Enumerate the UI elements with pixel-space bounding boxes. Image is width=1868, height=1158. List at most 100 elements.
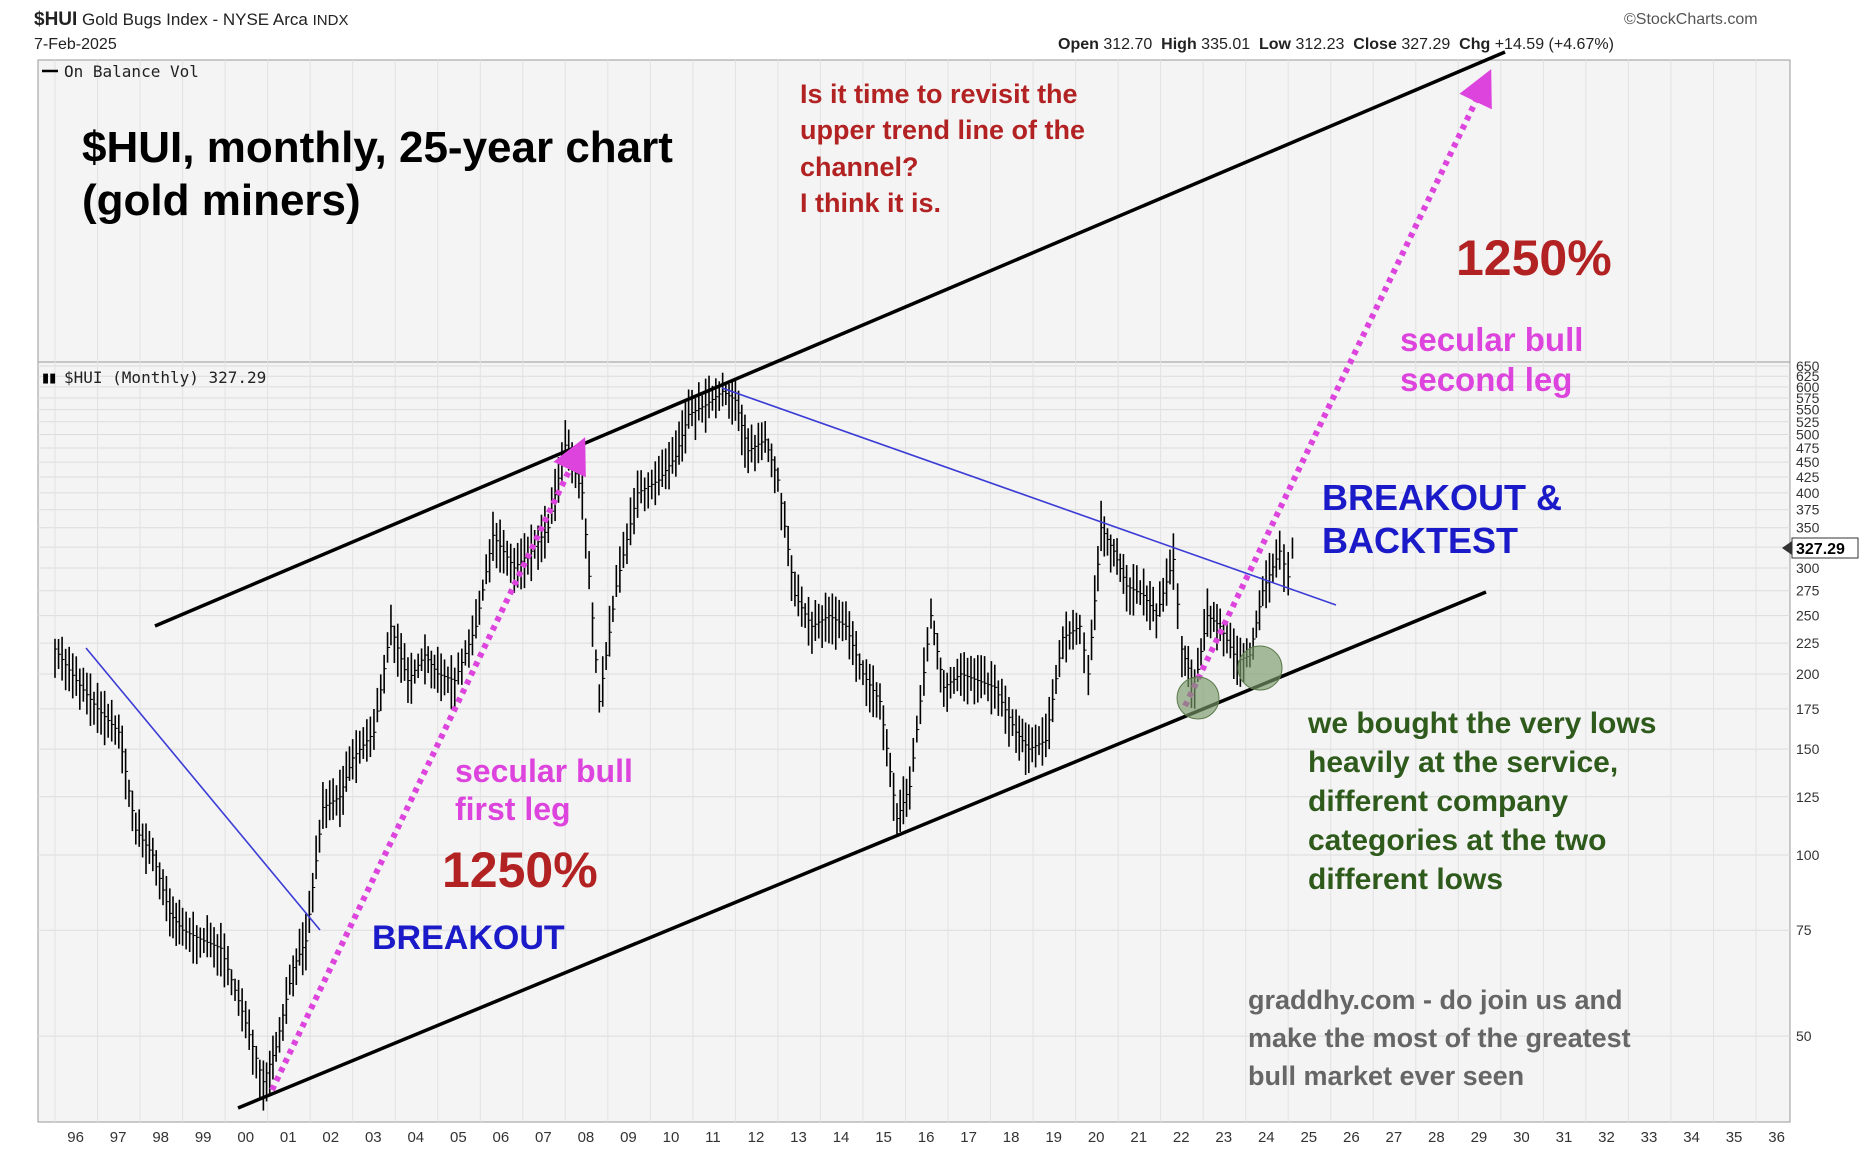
open-label: Open — [1058, 36, 1099, 53]
x-tick-label: 97 — [110, 1129, 127, 1146]
x-tick-label: 05 — [450, 1129, 467, 1146]
high-label: High — [1161, 36, 1197, 53]
x-tick-label: 13 — [790, 1129, 807, 1146]
y-tick-label: 575 — [1796, 390, 1820, 406]
x-tick-label: 18 — [1003, 1129, 1020, 1146]
x-tick-label: 21 — [1130, 1129, 1147, 1146]
y-tick-label: 350 — [1796, 520, 1820, 536]
x-tick-label: 36 — [1768, 1129, 1785, 1146]
downtrend-line-2011 — [721, 387, 1337, 606]
x-tick-label: 24 — [1258, 1129, 1275, 1146]
y-tick-label: 550 — [1796, 402, 1820, 418]
y-tick-label: 600 — [1796, 379, 1820, 395]
x-tick-label: 22 — [1173, 1129, 1190, 1146]
downtrend-line-1996 — [85, 647, 321, 931]
chart-date: 7-Feb-2025 — [34, 36, 117, 53]
x-tick-label: 35 — [1726, 1129, 1743, 1146]
chg-label: Chg — [1459, 36, 1491, 53]
y-tick-label: 100 — [1796, 847, 1820, 863]
last-price-tag-label: 327.29 — [1796, 541, 1845, 558]
x-tick-label: 26 — [1343, 1129, 1360, 1146]
symbol: $HUI — [34, 9, 78, 30]
price-bars — [54, 372, 1294, 1111]
obv-legend-label: On Balance Vol — [64, 62, 199, 81]
low-circle-2024 — [1237, 645, 1283, 691]
y-tick-label: 175 — [1796, 701, 1820, 717]
index-name: Gold Bugs Index - NYSE Arca — [82, 10, 308, 29]
y-tick-label: 425 — [1796, 469, 1820, 485]
x-tick-label: 25 — [1300, 1129, 1317, 1146]
x-tick-label: 06 — [493, 1129, 510, 1146]
y-tick-label: 625 — [1796, 368, 1820, 384]
high-value: 335.01 — [1201, 36, 1251, 53]
exchange-tag: INDX — [312, 12, 349, 29]
breakout-backtest-label: BREAKOUT & BACKTEST — [1322, 477, 1562, 562]
secular-first-leg-label: secular bull first leg — [455, 753, 633, 828]
promo-note: graddhy.com - do join us and make the mo… — [1248, 985, 1631, 1091]
breakout-label: BREAKOUT — [372, 919, 565, 957]
price-legend-label: $HUI (Monthly) 327.29 — [64, 368, 266, 387]
x-tick-label: 07 — [535, 1129, 552, 1146]
x-tick-label: 17 — [960, 1129, 977, 1146]
x-tick-label: 12 — [748, 1129, 765, 1146]
close-label: Close — [1353, 36, 1397, 53]
y-tick-label: 225 — [1796, 635, 1820, 651]
last-price-pointer — [1782, 541, 1792, 555]
chart-title-annotation: $HUI, monthly, 25-year chart (gold miner… — [82, 123, 673, 225]
pct-gain-top: 1250% — [1456, 230, 1612, 286]
y-tick-label: 400 — [1796, 485, 1820, 501]
x-tick-label: 02 — [322, 1129, 339, 1146]
price-legend-swatch: ▮▮ — [42, 370, 56, 385]
pct-gain-first: 1250% — [442, 842, 598, 898]
obv-panel — [37, 59, 1791, 363]
y-tick-label: 375 — [1796, 502, 1820, 518]
y-tick-label: 525 — [1796, 414, 1820, 430]
y-tick-label: 50 — [1796, 1028, 1812, 1044]
first-leg-arrow — [269, 437, 586, 1092]
x-tick-label: 28 — [1428, 1129, 1445, 1146]
x-tick-label: 31 — [1556, 1129, 1573, 1146]
x-tick-label: 15 — [875, 1129, 892, 1146]
y-tick-label: 200 — [1796, 666, 1820, 682]
y-tick-label: 300 — [1796, 560, 1820, 576]
source-credit: ©StockCharts.com — [1624, 11, 1758, 28]
ohlc-readout: Open 312.70 High 335.01 Low 312.23 Close… — [1058, 36, 1614, 54]
y-tick-label: 650 — [1796, 358, 1820, 374]
y-tick-label: 150 — [1796, 741, 1820, 757]
secular-second-leg-label: secular bull second leg — [1400, 321, 1584, 398]
y-tick-label: 250 — [1796, 608, 1820, 624]
x-tick-label: 01 — [280, 1129, 297, 1146]
x-tick-label: 04 — [407, 1129, 424, 1146]
x-tick-label: 20 — [1088, 1129, 1105, 1146]
chg-value: +14.59 (+4.67%) — [1494, 36, 1614, 53]
question-annotation: Is it time to revisit the upper trend li… — [800, 79, 1086, 219]
x-tick-label: 14 — [833, 1129, 850, 1146]
x-tick-label: 23 — [1215, 1129, 1232, 1146]
open-value: 312.70 — [1103, 36, 1153, 53]
y-tick-label: 450 — [1796, 454, 1820, 470]
y-tick-label: 75 — [1796, 922, 1812, 938]
x-tick-label: 99 — [195, 1129, 212, 1146]
x-tick-label: 96 — [67, 1129, 84, 1146]
y-tick-label: 275 — [1796, 583, 1820, 599]
x-tick-label: 30 — [1513, 1129, 1530, 1146]
grid — [38, 60, 1790, 1122]
close-value: 327.29 — [1401, 36, 1451, 53]
x-tick-label: 32 — [1598, 1129, 1615, 1146]
x-axis: 96 97 98 99 00 01 02 03 04 05 06 07 08 09 10 11 12 13 14 15… — [67, 1129, 1785, 1146]
x-tick-label: 98 — [152, 1129, 169, 1146]
y-tick-label: 125 — [1796, 789, 1820, 805]
x-tick-label: 11 — [705, 1129, 721, 1146]
x-tick-label: 27 — [1386, 1129, 1403, 1146]
x-tick-label: 33 — [1641, 1129, 1658, 1146]
x-tick-label: 09 — [620, 1129, 637, 1146]
y-tick-label: 500 — [1796, 427, 1820, 443]
low-value: 312.23 — [1295, 36, 1345, 53]
low-label: Low — [1259, 36, 1291, 53]
upper-channel-line — [154, 50, 1506, 628]
bought-lows-note: we bought the very lows heavily at the s… — [1308, 707, 1657, 896]
x-tick-label: 34 — [1683, 1129, 1700, 1146]
x-tick-label: 00 — [237, 1129, 254, 1146]
